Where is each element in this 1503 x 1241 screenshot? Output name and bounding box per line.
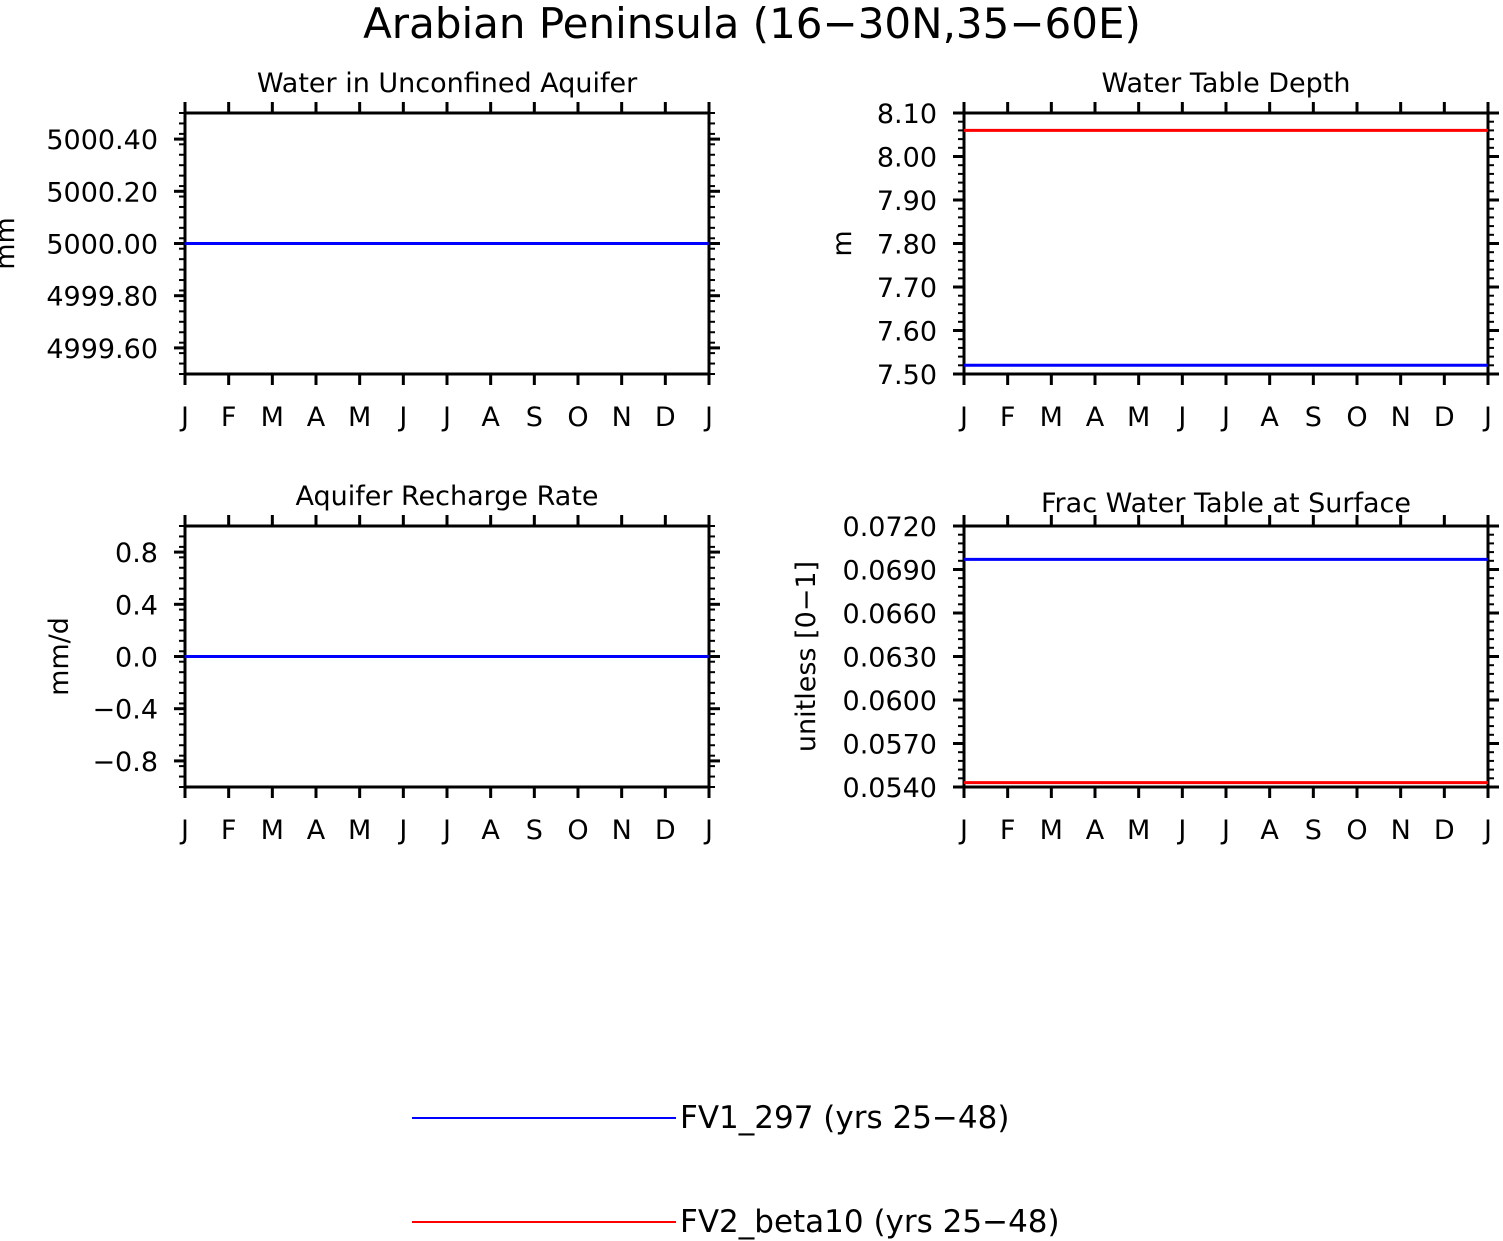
legend-label-fv2-beta10: FV2_beta10 (yrs 25−48) (680, 1204, 1060, 1240)
panel-2-ytick-label-6: 7.60 (877, 317, 937, 348)
panel-4-title: Frac Water Table at Surface (1041, 488, 1411, 519)
panel-2-xtick-label-10: O (1346, 402, 1367, 433)
panel-4-xtick-label-3: M (1040, 815, 1063, 846)
panel-2-ytick-label-4: 7.80 (877, 230, 937, 261)
panel-3-xtick-label-11: N (612, 815, 632, 846)
figure-title: Arabian Peninsula (16−30N,35−60E) (363, 0, 1141, 48)
panel-3-xtick-label-2: F (221, 815, 237, 846)
panel-1-xtick-label-8: A (481, 402, 500, 433)
panel-2-frame (962, 111, 1490, 376)
panel-2-ytick-label-1: 8.10 (877, 99, 937, 130)
panel-3-ytick-label-1: 0.8 (115, 538, 158, 569)
panel-1-xtick-label-10: O (567, 402, 588, 433)
panel-2-xtick-label-5: M (1127, 402, 1150, 433)
panel-4-ytick-label-2: 0.0690 (843, 556, 937, 587)
panel-3-xtick-label-7: J (441, 815, 451, 846)
panel-4-xtick-label-8: A (1260, 815, 1279, 846)
panel-4-xtick-label-10: O (1346, 815, 1367, 846)
panel-2-xtick-label-1: J (958, 402, 968, 433)
panel-2-xtick-label-4: A (1086, 402, 1105, 433)
panel-2-xtick-label-7: J (1220, 402, 1230, 433)
panel-3-xtick-label-3: M (261, 815, 284, 846)
panel-3-xtick-label-8: A (481, 815, 500, 846)
panel-4-ytick-label-3: 0.0660 (843, 599, 937, 630)
panel-4-xtick-label-12: D (1434, 815, 1455, 846)
panel-2-ylabel: m (827, 230, 858, 256)
panel-2-xtick-label-9: S (1305, 402, 1322, 433)
panel-1-xtick-label-5: M (348, 402, 371, 433)
panel-1-xtick-label-12: D (655, 402, 676, 433)
panel-1-ytick-label-5: 4999.60 (46, 334, 158, 365)
panel-4-xtick-label-6: J (1176, 815, 1186, 846)
panel-1-xtick-label-11: N (612, 402, 632, 433)
panel-4-ytick-label-1: 0.0720 (843, 512, 937, 543)
panel-1-ytick-label-4: 4999.80 (46, 282, 158, 313)
panel-3-xtick-label-6: J (397, 815, 407, 846)
panel-4-xtick-label-2: F (1000, 815, 1016, 846)
panel-3-ytick-label-3: 0.0 (115, 643, 158, 674)
panel-4-xtick-label-1: J (958, 815, 968, 846)
panel-2-xtick-label-3: M (1040, 402, 1063, 433)
panel-2-title: Water Table Depth (1101, 68, 1350, 99)
panel-3-xtick-label-12: D (655, 815, 676, 846)
legend-label-fv1-297: FV1_297 (yrs 25−48) (680, 1100, 1009, 1136)
panel-2-xtick-label-2: F (1000, 402, 1016, 433)
panel-4-ytick-label-4: 0.0630 (843, 643, 937, 674)
panel-4-xtick-label-4: A (1086, 815, 1105, 846)
panel-2-ytick-label-2: 8.00 (877, 143, 937, 174)
panel-4-xtick-label-9: S (1305, 815, 1322, 846)
panel-4-xtick-label-13: J (1482, 815, 1492, 846)
panel-3-xtick-label-13: J (703, 815, 713, 846)
panel-2-xtick-label-8: A (1260, 402, 1279, 433)
panel-1-xtick-label-13: J (703, 402, 713, 433)
panel-1-ytick-label-3: 5000.00 (46, 230, 158, 261)
legend: FV1_297 (yrs 25−48) FV2_beta10 (yrs 25−4… (412, 1100, 1060, 1240)
panel-3-xtick-label-10: O (567, 815, 588, 846)
panel-1-xtick-label-6: J (397, 402, 407, 433)
panel-3-title: Aquifer Recharge Rate (295, 481, 598, 512)
panel-1-xtick-label-3: M (261, 402, 284, 433)
panel-1-xtick-label-1: J (179, 402, 189, 433)
panel-4-xtick-label-7: J (1220, 815, 1230, 846)
panel-4-ytick-label-5: 0.0600 (843, 686, 937, 717)
panel-3-ytick-label-2: 0.4 (115, 590, 158, 621)
panel-1-title: Water in Unconfined Aquifer (257, 68, 638, 99)
panel-2-ytick-label-3: 7.90 (877, 186, 937, 217)
panel-2-xtick-label-13: J (1482, 402, 1492, 433)
panel-3-xtick-label-9: S (526, 815, 543, 846)
panel-1-xtick-label-4: A (307, 402, 326, 433)
panel-1-ytick-label-2: 5000.20 (46, 177, 158, 208)
panel-4-ytick-label-6: 0.0570 (843, 730, 937, 761)
panel-1-ytick-label-1: 5000.40 (46, 125, 158, 156)
panel-2-ytick-label-7: 7.50 (877, 360, 937, 391)
panel-3-xtick-label-4: A (307, 815, 326, 846)
panel-2-xtick-label-12: D (1434, 402, 1455, 433)
panel-2-xtick-label-11: N (1391, 402, 1411, 433)
panel-1-xtick-label-7: J (441, 402, 451, 433)
panel-3-ytick-label-4: −0.4 (92, 695, 158, 726)
panel-1-xtick-label-9: S (526, 402, 543, 433)
panel-4-xtick-label-11: N (1391, 815, 1411, 846)
panel-1-xtick-label-2: F (221, 402, 237, 433)
panel-3-ylabel: mm/d (44, 617, 75, 696)
panel-4-xtick-label-5: M (1127, 815, 1150, 846)
panel-4-ylabel: unitless [0−1] (791, 561, 822, 752)
panel-2-ytick-label-5: 7.70 (877, 273, 937, 304)
panel-3-xtick-label-1: J (179, 815, 189, 846)
panel-4-ytick-label-7: 0.0540 (843, 773, 937, 804)
panel-1-ylabel: mm (0, 217, 21, 270)
panel-2-xtick-label-6: J (1176, 402, 1186, 433)
panel-3-xtick-label-5: M (348, 815, 371, 846)
panel-3-ytick-label-5: −0.8 (92, 747, 158, 778)
panel-4-frame (962, 524, 1490, 789)
